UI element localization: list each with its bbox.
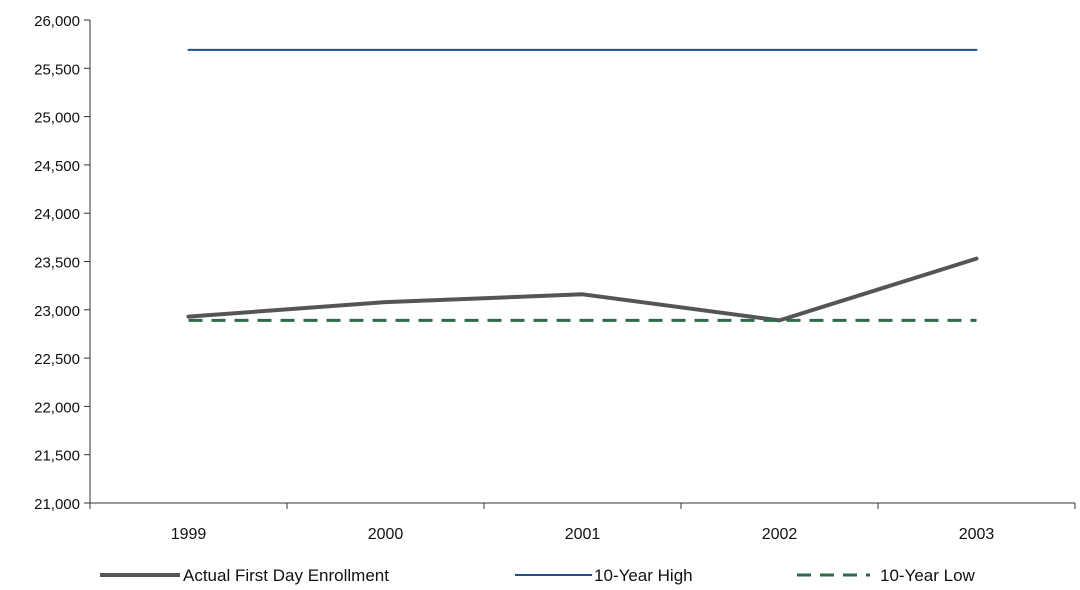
y-tick-label: 25,500 (34, 61, 80, 78)
series-line-1 (186, 256, 979, 323)
y-tick-label: 23,000 (34, 303, 80, 320)
y-tick-label: 22,000 (34, 399, 80, 416)
x-tick-label: 2002 (762, 526, 798, 543)
x-tick-label: 1999 (171, 526, 207, 543)
legend-label-2: 10-Year High (594, 566, 693, 585)
legend: Actual First Day Enrollment 10-Year High 1… (100, 566, 976, 585)
axes: 21,000 21,500 22,000 22,500 23,000 23,500 24,0… (34, 13, 1076, 543)
x-tick-label: 2000 (368, 526, 404, 543)
legend-label-1: Actual First Day Enrollment (183, 566, 389, 585)
x-tick-label: 2001 (565, 526, 601, 543)
y-tick-label: 22,500 (34, 351, 80, 368)
y-tick-label: 23,500 (34, 255, 80, 272)
y-tick-label: 24,500 (34, 158, 80, 175)
y-tick-label: 21,000 (34, 496, 80, 513)
x-tick-label: 2003 (959, 526, 995, 543)
series-layer (186, 48, 979, 323)
y-tick-label: 26,000 (34, 13, 80, 30)
y-tick-label: 21,500 (34, 448, 80, 465)
y-tick-label: 25,000 (34, 110, 80, 127)
y-tick-label: 24,000 (34, 206, 80, 223)
legend-label-3: 10-Year Low (880, 566, 976, 585)
